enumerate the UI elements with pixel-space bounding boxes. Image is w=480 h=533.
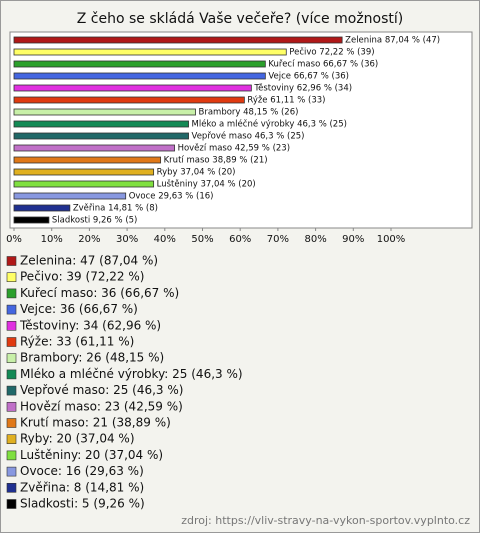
legend-label: Rýže: 33 (61,11 %): [20, 335, 134, 349]
x-tick-label: 30%: [116, 234, 138, 245]
legend-label: Ryby: 20 (37,04 %): [20, 432, 135, 446]
bar: [13, 156, 162, 164]
legend-label: Krutí maso: 21 (38,89 %): [20, 416, 171, 430]
legend-swatch: [6, 288, 17, 299]
legend-swatch: [6, 369, 17, 380]
legend-swatch: [6, 401, 17, 412]
bar: [13, 108, 196, 116]
legend-swatch: [6, 304, 17, 315]
x-tick-label: 60%: [229, 234, 251, 245]
bar: [13, 72, 266, 80]
bar: [13, 192, 127, 200]
value-label: Ryby 37,04 % (20): [157, 168, 236, 178]
x-tick-label: 20%: [78, 234, 100, 245]
legend-label: Pečivo: 39 (72,22 %): [20, 270, 144, 284]
legend-label: Těstoviny: 34 (62,96 %): [19, 318, 161, 332]
legend-swatch: [6, 499, 17, 509]
bar: [13, 36, 343, 44]
x-tick-label: 50%: [191, 234, 213, 245]
value-label: Vejce 66,67 % (36): [268, 72, 349, 82]
value-label: Mléko a mléčné výrobky 46,3 % (25): [192, 119, 347, 130]
chart-title: Z čeho se skládá Vaše večeře? (více možn…: [77, 11, 403, 27]
value-label: Hovězí maso 42,59 % (23): [178, 144, 290, 154]
bar: [13, 84, 252, 92]
value-label: Zelenina 87,04 % (47): [345, 36, 440, 46]
legend-label: Zvěřina: 8 (14,81 %): [20, 480, 144, 494]
legend-swatch: [6, 353, 17, 364]
value-label: Krutí maso 38,89 % (21): [164, 156, 268, 166]
x-tick-label: 0%: [6, 234, 22, 245]
bar: [13, 60, 266, 68]
bar: [13, 96, 245, 104]
x-tick-label: 100%: [377, 234, 406, 245]
legend-label: Hovězí maso: 23 (42,59 %): [20, 399, 183, 413]
x-tick-label: 80%: [304, 234, 326, 245]
value-label: Ovoce 29,63 % (16): [129, 192, 214, 202]
legend-swatch: [6, 337, 17, 347]
value-label: Vepřové maso 46,3 % (25): [192, 131, 305, 142]
x-tick-label: 40%: [154, 234, 176, 245]
legend-swatch: [6, 466, 17, 477]
value-label: Zvěřina 14,81 % (8): [73, 204, 158, 214]
legend-swatch: [6, 320, 17, 331]
legend-swatch: [6, 272, 17, 283]
value-label: Kuřecí maso 66,67 % (36): [268, 60, 378, 70]
value-label: Luštěniny 37,04 % (20): [157, 179, 256, 190]
legend-label: Kuřecí maso: 36 (66,67 %): [20, 286, 179, 300]
legend-swatch: [6, 385, 17, 396]
bar: [13, 132, 189, 140]
value-label: Brambory 48,15 % (26): [199, 108, 299, 118]
x-tick-label: 70%: [267, 234, 289, 245]
bar: [13, 168, 155, 176]
legend-swatch: [6, 418, 17, 428]
x-tick-label: 10%: [41, 234, 63, 245]
legend-label: Mléko a mléčné výrobky: 25 (46,3 %): [20, 367, 243, 381]
legend-label: Luštěniny: 20 (37,04 %): [20, 448, 163, 462]
legend-swatch: [6, 450, 17, 461]
legend-swatch: [6, 482, 17, 493]
legend-label: Vejce: 36 (66,67 %): [20, 302, 138, 316]
legend-label: Zelenina: 47 (87,04 %): [20, 254, 158, 268]
bar: [13, 144, 175, 152]
bar: [13, 216, 50, 224]
value-label: Těstoviny 62,96 % (34): [253, 84, 352, 94]
bar: [13, 120, 189, 128]
legend-label: Ovoce: 16 (29,63 %): [20, 464, 144, 478]
value-label: Pečivo 72,22 % (39): [289, 47, 374, 58]
bar: [13, 180, 155, 188]
bar: [13, 48, 287, 56]
source: zdroj: https://vliv-stravy-na-vykon-spor…: [181, 514, 470, 527]
legend-swatch: [6, 434, 17, 445]
legend-label: Vepřové maso: 25 (46,3 %): [20, 383, 183, 397]
legend-swatch: [6, 256, 17, 266]
legend-label: Brambory: 26 (48,15 %): [20, 351, 164, 365]
x-tick-label: 90%: [342, 234, 364, 245]
value-label: Rýže 61,11 % (33): [247, 96, 325, 106]
value-label: Sladkosti 9,26 % (5): [52, 216, 137, 226]
bar: [13, 204, 71, 212]
legend-label: Sladkosti: 5 (9,26 %): [20, 497, 145, 511]
